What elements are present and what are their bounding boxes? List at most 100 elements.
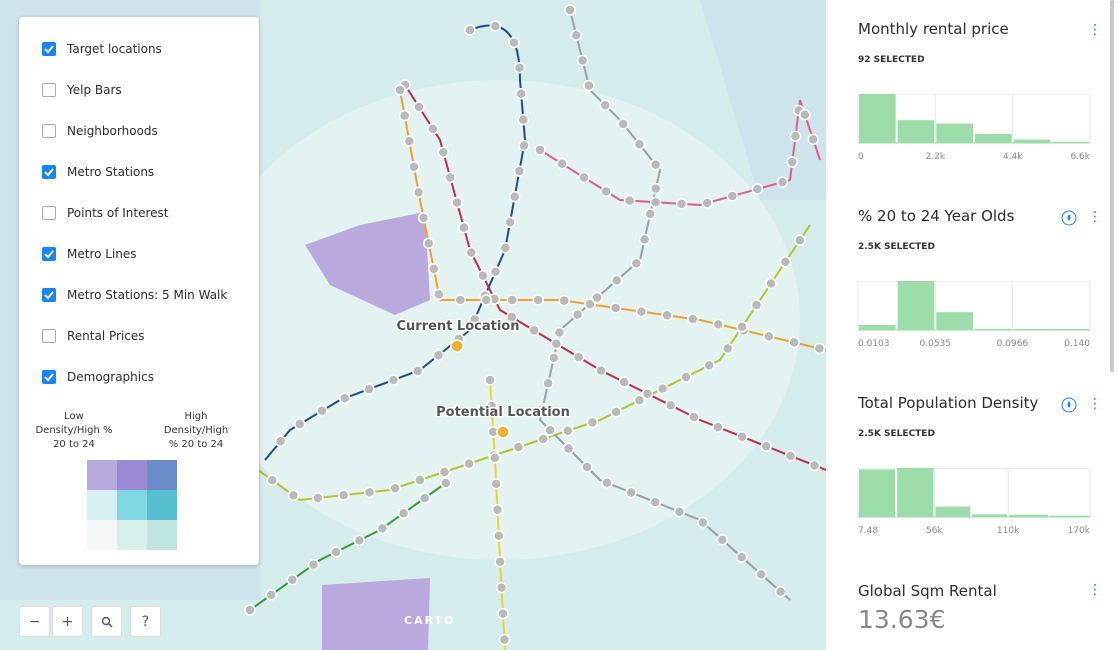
station[interactable] xyxy=(316,405,328,417)
station[interactable] xyxy=(697,516,709,529)
station[interactable] xyxy=(498,633,511,646)
station[interactable] xyxy=(465,246,477,259)
zoom-in[interactable]: + xyxy=(52,606,83,637)
station[interactable] xyxy=(558,294,570,307)
station[interactable] xyxy=(591,291,603,304)
bar[interactable] xyxy=(936,312,973,330)
station[interactable] xyxy=(808,459,821,472)
station[interactable] xyxy=(586,416,599,429)
station[interactable] xyxy=(581,461,593,473)
station[interactable] xyxy=(774,585,787,598)
station[interactable] xyxy=(788,336,800,349)
station[interactable] xyxy=(571,308,584,321)
station[interactable] xyxy=(517,113,530,126)
station[interactable] xyxy=(363,383,375,395)
station[interactable] xyxy=(664,399,677,412)
bar[interactable] xyxy=(972,514,1008,517)
station[interactable] xyxy=(363,486,376,499)
station[interactable] xyxy=(403,135,416,147)
station[interactable] xyxy=(513,62,526,74)
station[interactable] xyxy=(408,160,420,173)
bar[interactable] xyxy=(897,120,935,143)
station[interactable] xyxy=(630,257,643,269)
station[interactable] xyxy=(755,568,767,581)
bar[interactable] xyxy=(936,123,973,143)
station[interactable] xyxy=(489,452,501,464)
station[interactable] xyxy=(397,507,410,519)
zoom-out[interactable]: − xyxy=(19,606,50,637)
search-button[interactable] xyxy=(91,606,122,637)
station[interactable] xyxy=(789,130,802,142)
station[interactable] xyxy=(635,305,648,318)
station[interactable] xyxy=(750,299,763,311)
station[interactable] xyxy=(576,54,589,67)
station[interactable] xyxy=(491,504,504,516)
station[interactable] xyxy=(542,377,554,390)
station[interactable] xyxy=(477,270,489,282)
station[interactable] xyxy=(703,359,715,372)
station[interactable] xyxy=(411,365,424,377)
station[interactable] xyxy=(432,349,445,362)
layer-item[interactable]: Metro Lines xyxy=(42,247,137,261)
station[interactable] xyxy=(418,492,431,504)
station[interactable] xyxy=(428,263,440,275)
station[interactable] xyxy=(485,400,498,412)
color-icon[interactable] xyxy=(1061,397,1077,417)
station[interactable] xyxy=(515,87,527,100)
layer-item[interactable]: Metro Stations: 5 Min Walk xyxy=(42,288,227,302)
station[interactable] xyxy=(528,324,540,337)
station[interactable] xyxy=(751,183,764,195)
station[interactable] xyxy=(550,338,563,350)
bar[interactable] xyxy=(975,133,1012,143)
station[interactable] xyxy=(513,165,526,177)
station[interactable] xyxy=(508,190,521,203)
checkbox[interactable] xyxy=(42,124,56,138)
station[interactable] xyxy=(572,351,585,363)
station[interactable] xyxy=(458,221,470,234)
bar[interactable] xyxy=(935,506,971,517)
checkbox[interactable] xyxy=(42,288,56,302)
station[interactable] xyxy=(536,402,549,415)
station[interactable] xyxy=(553,326,566,339)
bar[interactable] xyxy=(1013,139,1051,143)
station[interactable] xyxy=(779,256,792,268)
station[interactable] xyxy=(599,99,611,111)
station[interactable] xyxy=(444,171,456,184)
station[interactable] xyxy=(633,394,646,407)
station[interactable] xyxy=(618,376,630,388)
station[interactable] xyxy=(687,313,699,325)
bar[interactable] xyxy=(974,328,1012,330)
station[interactable] xyxy=(464,24,476,36)
station[interactable] xyxy=(376,522,389,535)
station[interactable] xyxy=(330,546,342,558)
station[interactable] xyxy=(673,506,686,518)
station[interactable] xyxy=(287,489,300,502)
station[interactable] xyxy=(504,216,516,228)
station[interactable] xyxy=(595,364,607,377)
station[interactable] xyxy=(584,298,596,311)
station[interactable] xyxy=(807,133,819,146)
station[interactable] xyxy=(286,574,299,586)
station[interactable] xyxy=(532,294,544,306)
station[interactable] xyxy=(564,4,576,16)
station[interactable] xyxy=(650,182,662,195)
station[interactable] xyxy=(736,430,748,443)
station[interactable] xyxy=(656,382,669,395)
station[interactable] xyxy=(494,555,506,568)
station[interactable] xyxy=(454,294,466,306)
station[interactable] xyxy=(484,374,496,386)
station[interactable] xyxy=(570,29,583,41)
station[interactable] xyxy=(562,424,574,437)
station[interactable] xyxy=(633,138,646,151)
bar[interactable] xyxy=(859,94,896,143)
station[interactable] xyxy=(338,392,351,404)
bar[interactable] xyxy=(1052,328,1089,330)
station[interactable] xyxy=(274,435,287,448)
station[interactable] xyxy=(641,387,654,400)
checkbox[interactable] xyxy=(42,42,56,56)
target-location[interactable] xyxy=(496,425,510,439)
checkbox[interactable] xyxy=(42,83,56,97)
checkbox[interactable] xyxy=(42,247,56,261)
station[interactable] xyxy=(721,342,734,355)
station[interactable] xyxy=(490,478,502,490)
